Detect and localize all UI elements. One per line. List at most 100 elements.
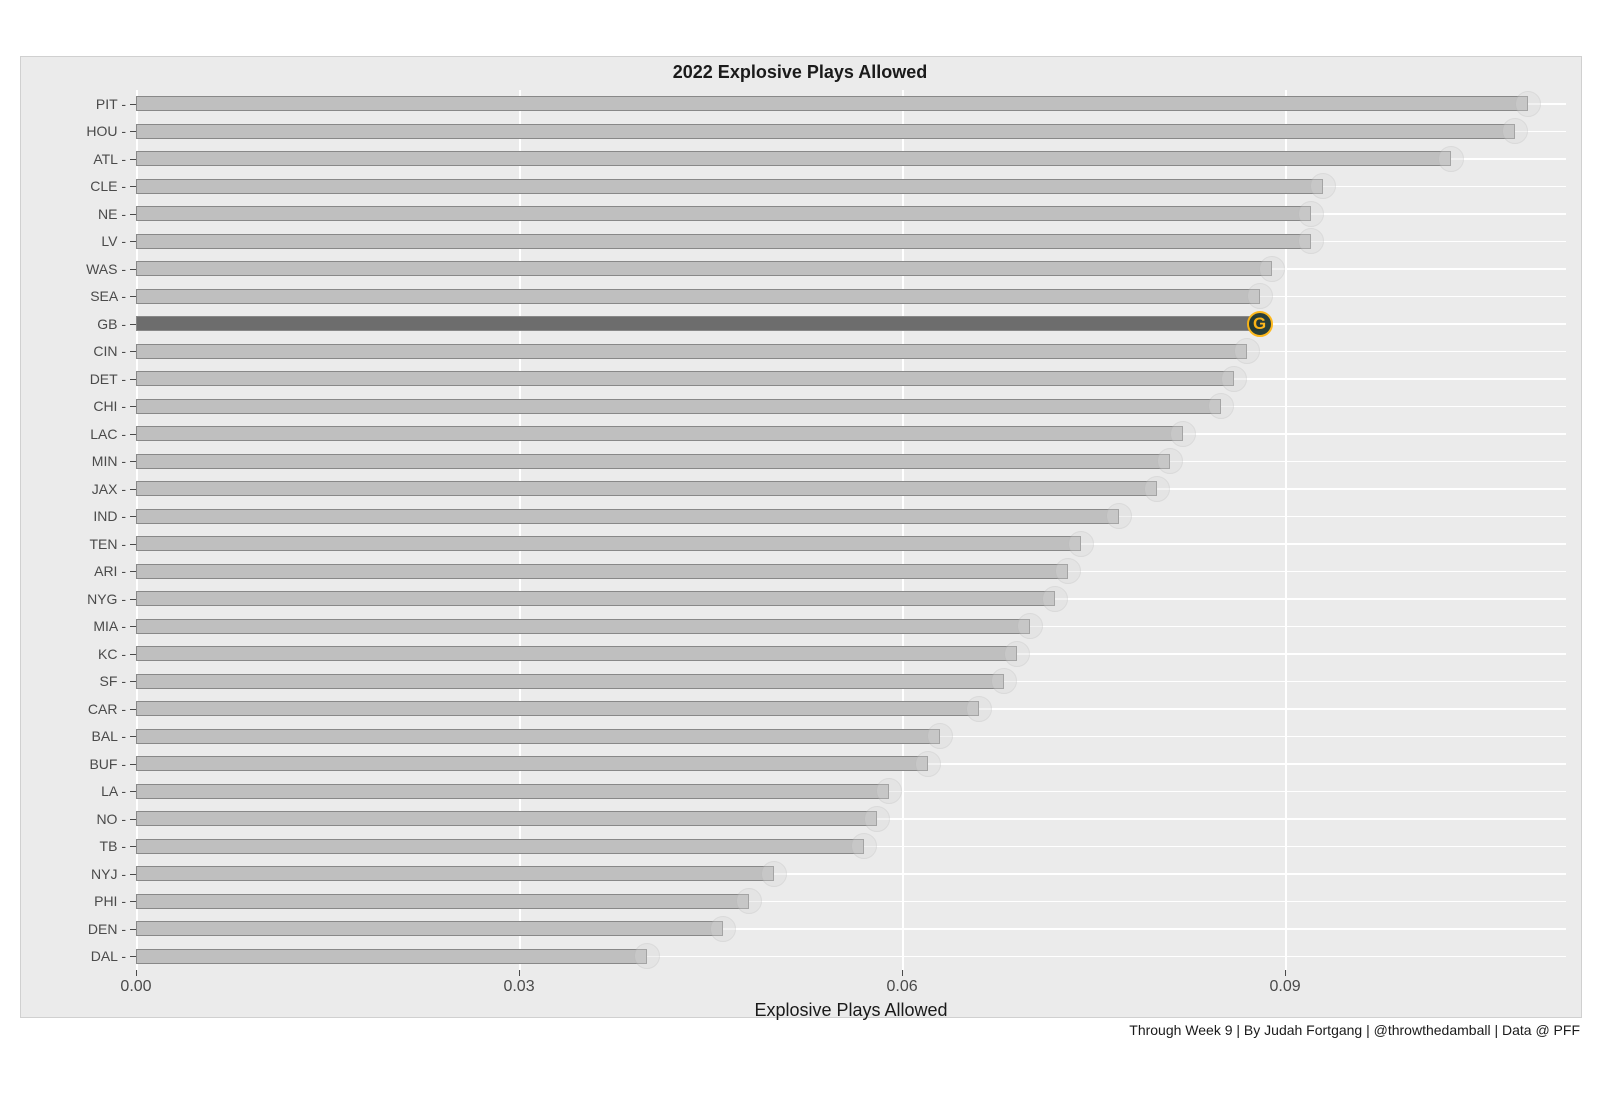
- team-logo: [634, 943, 660, 969]
- y-tick-label: GB -: [24, 316, 126, 332]
- y-tick: [130, 516, 136, 517]
- y-tick-label: NE -: [24, 206, 126, 222]
- bar: [136, 96, 1528, 111]
- bar: [136, 784, 889, 799]
- team-logo: [1017, 613, 1043, 639]
- bar: [136, 426, 1183, 441]
- bar: [136, 536, 1081, 551]
- y-tick: [130, 846, 136, 847]
- y-tick: [130, 214, 136, 215]
- y-tick-label: HOU -: [24, 123, 126, 139]
- team-logo: [1234, 338, 1260, 364]
- bar: [136, 619, 1030, 634]
- bar: [136, 729, 940, 744]
- bar: [136, 674, 1004, 689]
- bar: [136, 481, 1157, 496]
- x-axis-title: Explosive Plays Allowed: [136, 1000, 1566, 1021]
- team-logo: [915, 751, 941, 777]
- bar: [136, 866, 774, 881]
- bar: [136, 646, 1017, 661]
- bar: [136, 289, 1260, 304]
- team-logo: [1515, 91, 1541, 117]
- team-logo: [1259, 256, 1285, 282]
- y-tick-label: MIA -: [24, 618, 126, 634]
- bar: [136, 949, 647, 964]
- y-tick-label: BAL -: [24, 728, 126, 744]
- x-tick-label: 0.03: [503, 978, 534, 996]
- team-logo: [1004, 641, 1030, 667]
- y-tick: [130, 379, 136, 380]
- bar: [136, 701, 979, 716]
- y-tick-label: ARI -: [24, 563, 126, 579]
- y-tick: [130, 434, 136, 435]
- team-logo: [1438, 146, 1464, 172]
- y-tick-label: NYG -: [24, 591, 126, 607]
- bar: [136, 206, 1311, 221]
- bar: [136, 756, 928, 771]
- team-logo: [1042, 586, 1068, 612]
- team-logo: [966, 696, 992, 722]
- team-logo: [851, 833, 877, 859]
- x-tick: [1285, 970, 1286, 976]
- team-logo: [1298, 228, 1324, 254]
- chart-container: 2022 Explosive Plays Allowed Explosive P…: [0, 0, 1600, 1111]
- y-tick-label: CAR -: [24, 701, 126, 717]
- y-tick: [130, 599, 136, 600]
- y-tick-label: PHI -: [24, 893, 126, 909]
- y-tick: [130, 709, 136, 710]
- y-tick-label: TB -: [24, 838, 126, 854]
- y-tick: [130, 489, 136, 490]
- y-tick-label: NYJ -: [24, 866, 126, 882]
- y-tick: [130, 324, 136, 325]
- y-tick: [130, 131, 136, 132]
- y-tick-label: LAC -: [24, 426, 126, 442]
- y-tick-label: CLE -: [24, 178, 126, 194]
- team-logo: [1221, 366, 1247, 392]
- y-tick: [130, 626, 136, 627]
- y-tick-label: CHI -: [24, 398, 126, 414]
- y-tick: [130, 186, 136, 187]
- bar: [136, 591, 1055, 606]
- bar: [136, 261, 1272, 276]
- team-logo: [1144, 476, 1170, 502]
- bar: [136, 399, 1221, 414]
- bar: [136, 124, 1515, 139]
- y-tick-label: JAX -: [24, 481, 126, 497]
- y-tick: [130, 544, 136, 545]
- bar: [136, 811, 877, 826]
- x-tick-label: 0.00: [120, 978, 151, 996]
- y-tick-label: KC -: [24, 646, 126, 662]
- y-tick: [130, 654, 136, 655]
- y-tick: [130, 406, 136, 407]
- bar: [136, 234, 1311, 249]
- y-tick-label: WAS -: [24, 261, 126, 277]
- y-tick-label: SF -: [24, 673, 126, 689]
- team-logo: [1068, 531, 1094, 557]
- team-logo: [736, 888, 762, 914]
- team-logo: [710, 916, 736, 942]
- y-tick-label: TEN -: [24, 536, 126, 552]
- y-tick-label: ATL -: [24, 151, 126, 167]
- y-tick-label: SEA -: [24, 288, 126, 304]
- x-tick-label: 0.09: [1270, 978, 1301, 996]
- y-tick-label: CIN -: [24, 343, 126, 359]
- x-tick-label: 0.06: [886, 978, 917, 996]
- y-tick-label: DEN -: [24, 921, 126, 937]
- y-tick: [130, 571, 136, 572]
- y-tick: [130, 929, 136, 930]
- y-tick: [130, 874, 136, 875]
- bar: [136, 371, 1234, 386]
- bar: [136, 344, 1247, 359]
- y-tick: [130, 461, 136, 462]
- y-tick: [130, 764, 136, 765]
- bar: [136, 179, 1323, 194]
- bar: [136, 839, 864, 854]
- bar: [136, 316, 1260, 331]
- x-tick: [519, 970, 520, 976]
- y-tick-label: DET -: [24, 371, 126, 387]
- team-logo: [1247, 283, 1273, 309]
- chart-title: 2022 Explosive Plays Allowed: [20, 62, 1580, 83]
- x-tick: [136, 970, 137, 976]
- y-tick: [130, 901, 136, 902]
- y-tick-label: PIT -: [24, 96, 126, 112]
